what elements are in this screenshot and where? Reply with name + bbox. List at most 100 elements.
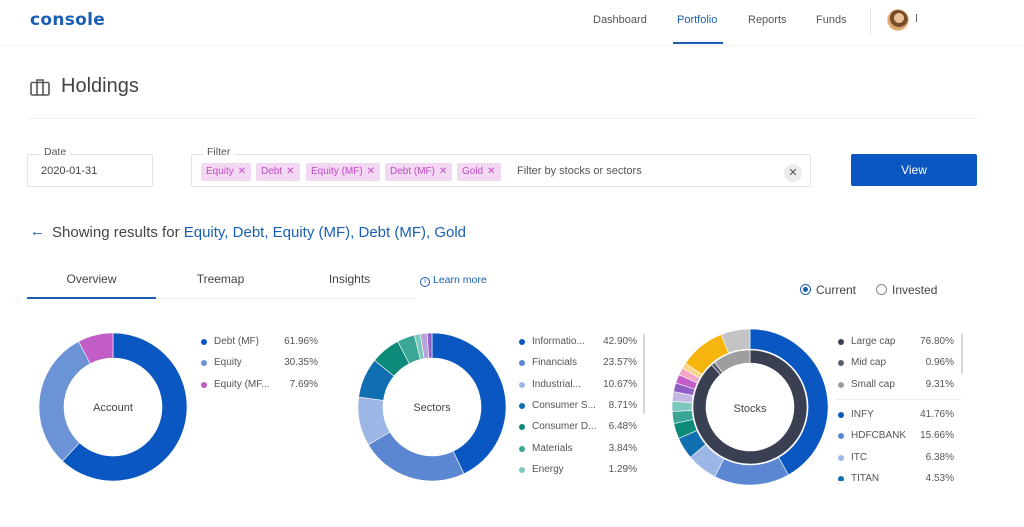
clear-filter-button[interactable]: ✕ <box>784 164 802 182</box>
sectors-legend-value: 8.71% <box>608 399 637 411</box>
close-icon[interactable]: ✕ <box>487 166 496 177</box>
sectors-legend: Informatio... 42.90% Financials 23.57% Indus… <box>519 336 639 481</box>
learn-more-link[interactable]: i Learn more <box>420 274 487 287</box>
account-legend-swatch <box>201 381 207 388</box>
nav-reports[interactable]: Reports <box>748 14 787 26</box>
account-legend-swatch <box>201 360 207 367</box>
sectors-legend-name: Informatio... <box>532 336 585 347</box>
view-button[interactable]: View <box>851 154 977 186</box>
market-cap-legend-name: Small cap <box>851 378 895 390</box>
sectors-legend-item[interactable]: Financials 23.57% <box>519 357 639 371</box>
stocks-legend-value: 41.76% <box>920 409 954 420</box>
filter-chip-equity-mf[interactable]: Equity (MF) ✕ <box>306 163 381 181</box>
nav-dashboard[interactable]: Dashboard <box>593 14 647 26</box>
account-legend-name: Equity <box>214 357 242 369</box>
results-prefix: Showing results for <box>52 224 180 241</box>
active-tab-indicator <box>27 297 156 299</box>
stocks-legend-item[interactable]: TITAN 4.53% <box>838 473 958 481</box>
stocks-legend-item[interactable]: ITC 6.38% <box>838 452 958 466</box>
sectors-legend-name: Materials <box>532 442 573 454</box>
tab-overview[interactable]: Overview <box>66 272 117 286</box>
sectors-legend-name: Consumer S... <box>532 399 596 411</box>
tab-treemap[interactable]: Treemap <box>196 272 245 286</box>
account-slice-0[interactable] <box>62 332 188 482</box>
stocks-legend-swatch <box>838 412 844 418</box>
market-cap-legend-item[interactable]: Mid cap 0.96% <box>838 357 958 371</box>
filter-chip-debt[interactable]: Debt ✕ <box>256 163 300 181</box>
account-legend-name: Debt (MF) <box>214 336 259 347</box>
market-cap-legend-item[interactable]: Small cap 9.31% <box>838 379 958 393</box>
sectors-legend-value: 3.84% <box>608 442 637 454</box>
sectors-slice-1[interactable] <box>367 431 465 482</box>
sectors-donut-chart <box>357 332 507 482</box>
top-navigation-bar: console Dashboard Portfolio Reports Fund… <box>0 0 1024 45</box>
account-donut-chart <box>38 332 188 482</box>
radio-invested[interactable] <box>876 284 887 295</box>
stocks-legend-scrollbar[interactable] <box>961 334 963 374</box>
account-legend-value: 61.96% <box>284 336 318 347</box>
sectors-legend-value: 10.67% <box>603 378 637 390</box>
sectors-legend-item[interactable]: Consumer S... 8.71% <box>519 400 639 414</box>
filter-chip-debt-mf[interactable]: Debt (MF) ✕ <box>385 163 453 181</box>
market-cap-slice-0[interactable] <box>692 349 808 465</box>
account-legend-item[interactable]: Equity 30.35% <box>201 357 321 371</box>
sectors-legend-swatch <box>519 360 525 367</box>
close-icon[interactable]: ✕ <box>439 166 448 177</box>
stocks-legend-item[interactable]: HDFCBANK 15.66% <box>838 430 958 444</box>
market-cap-legend-swatch <box>838 381 844 388</box>
stocks-slice-13[interactable] <box>720 328 751 354</box>
account-legend-value: 7.69% <box>289 378 318 390</box>
sectors-legend-item[interactable]: Consumer D... 6.48% <box>519 421 639 435</box>
user-menu-icon[interactable] <box>916 14 917 22</box>
nav-funds[interactable]: Funds <box>816 14 847 26</box>
tab-insights[interactable]: Insights <box>328 272 371 286</box>
close-icon[interactable]: ✕ <box>366 166 376 177</box>
close-icon[interactable]: ✕ <box>286 166 295 177</box>
filter-chip-equity[interactable]: Equity ✕ <box>201 163 252 181</box>
account-slice-2[interactable] <box>78 332 114 365</box>
sectors-legend-item[interactable]: Materials 3.84% <box>519 443 639 457</box>
radio-invested-label[interactable]: Invested <box>892 283 938 297</box>
nav-active-indicator <box>673 42 723 44</box>
filter-field[interactable]: Equity ✕ Debt ✕ Equity (MF) ✕ Debt (MF) ✕ Go… <box>191 154 811 187</box>
market-cap-legend-swatch <box>838 360 844 367</box>
tabs-divider <box>27 298 415 299</box>
sectors-legend-value: 42.90% <box>603 336 637 347</box>
filter-input[interactable]: Filter by stocks or sectors <box>517 165 642 177</box>
market-cap-legend-item[interactable]: Large cap 76.80% <box>838 336 958 350</box>
date-field[interactable]: 2020-01-31 <box>27 154 153 187</box>
sectors-slice-0[interactable] <box>431 332 507 475</box>
user-avatar[interactable] <box>887 9 909 31</box>
sectors-legend-name: Energy <box>532 463 564 475</box>
radio-current-label[interactable]: Current <box>816 283 857 297</box>
sectors-legend-item[interactable]: Industrial... 10.67% <box>519 379 639 393</box>
legend-divider <box>836 399 962 400</box>
stocks-legend: INFY 41.76% HDFCBANK 15.66% ITC 6.38% TITAN 4.5… <box>838 409 958 481</box>
stocks-legend-name: HDFCBANK <box>851 430 907 442</box>
nav-portfolio[interactable]: Portfolio <box>677 14 718 26</box>
account-legend-value: 30.35% <box>284 357 318 369</box>
account-legend-item[interactable]: Debt (MF) 61.96% <box>201 336 321 350</box>
stocks-donut-chart <box>671 328 829 486</box>
sectors-legend-item[interactable]: Informatio... 42.90% <box>519 336 639 350</box>
stocks-legend-name: TITAN <box>851 472 880 481</box>
date-value[interactable]: 2020-01-31 <box>41 165 98 177</box>
console-logo[interactable]: console <box>30 10 106 30</box>
filter-chip-gold[interactable]: Gold ✕ <box>457 163 501 181</box>
filter-label: Filter <box>203 146 235 158</box>
stocks-legend-name: ITC <box>851 451 868 463</box>
market-cap-slice-2[interactable] <box>714 349 751 373</box>
sectors-slice-8[interactable] <box>426 332 433 359</box>
account-legend: Debt (MF) 61.96% Equity 30.35% Equity (MF...… <box>201 336 321 396</box>
sectors-legend-item[interactable]: Energy 1.29% <box>519 464 639 478</box>
radio-current[interactable] <box>800 284 811 295</box>
sectors-legend-scrollbar[interactable] <box>643 334 645 414</box>
account-legend-item[interactable]: Equity (MF... 7.69% <box>201 379 321 393</box>
close-icon[interactable]: ✕ <box>237 166 247 177</box>
stocks-legend-item[interactable]: INFY 41.76% <box>838 409 958 423</box>
market-cap-legend: Large cap 76.80% Mid cap 0.96% Small cap 9.31… <box>838 336 958 392</box>
stocks-legend-name: INFY <box>851 409 874 420</box>
back-arrow-icon[interactable]: ← <box>30 223 45 240</box>
market-cap-legend-value: 0.96% <box>925 357 954 369</box>
sectors-legend-name: Financials <box>532 357 578 369</box>
